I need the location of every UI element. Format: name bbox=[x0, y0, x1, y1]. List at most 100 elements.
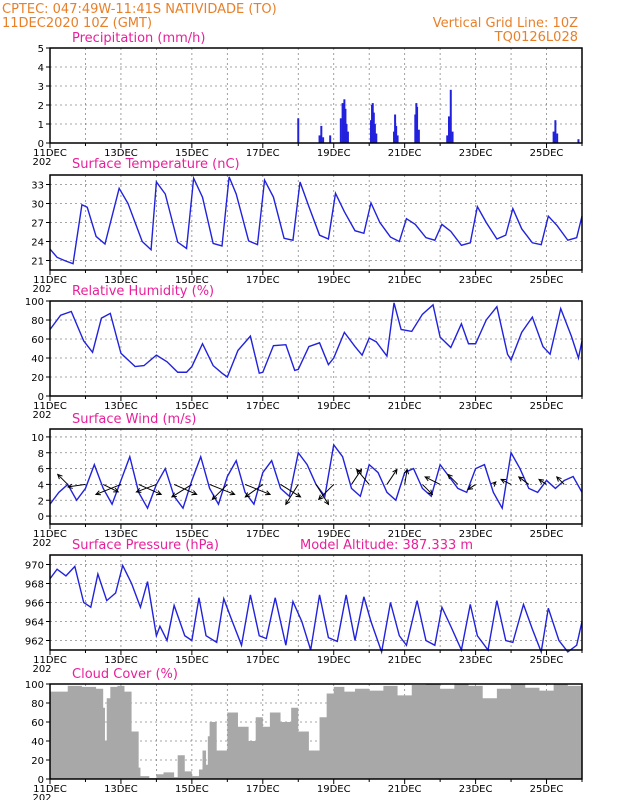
wind-arrow bbox=[211, 484, 228, 500]
temperature-xtick-label: 13DEC bbox=[104, 275, 138, 286]
wind-arrow-head bbox=[447, 473, 453, 480]
wind-arrow-head bbox=[427, 489, 434, 496]
wind-arrow-head bbox=[211, 494, 218, 501]
temperature-ytick-label: 27 bbox=[31, 219, 44, 230]
precip-bar bbox=[343, 99, 346, 143]
pressure-ytick-label: 964 bbox=[25, 618, 44, 629]
temperature-ytick-label: 30 bbox=[31, 200, 44, 211]
wind-arrow-head bbox=[285, 499, 291, 506]
wind-arrow bbox=[67, 483, 86, 488]
precip-bar bbox=[451, 131, 454, 143]
pressure-xtick-label: 23DEC bbox=[459, 655, 493, 666]
wind-arrow-head bbox=[538, 478, 545, 484]
precipitation-xtick-label: 19DEC bbox=[317, 148, 351, 159]
temperature-title: Surface Temperature (nC) bbox=[72, 157, 240, 172]
wind-ytick-label: 0 bbox=[38, 512, 44, 523]
precip-bar bbox=[417, 129, 420, 143]
temperature-xtick-label: 17DEC bbox=[246, 275, 280, 286]
precipitation-ytick-label: 2 bbox=[38, 101, 44, 112]
precip-bar bbox=[554, 120, 557, 143]
precip-bar bbox=[393, 131, 396, 143]
pressure-xtick-label: 19DEC bbox=[317, 655, 351, 666]
wind-arrow-head bbox=[500, 478, 507, 484]
pressure-subtitle: Model Altitude: 387.333 m bbox=[300, 538, 473, 553]
humidity-title: Relative Humidity (%) bbox=[72, 284, 214, 299]
pressure-ytick-label: 966 bbox=[25, 599, 44, 610]
wind-arrow-head bbox=[56, 473, 63, 480]
wind-xtick-label: 23DEC bbox=[459, 529, 493, 540]
precip-bar bbox=[341, 103, 344, 143]
wind-xtick-label: 11DEC bbox=[33, 529, 67, 540]
precipitation-xtick-label: 11DEC bbox=[33, 148, 67, 159]
precip-bar bbox=[375, 133, 378, 143]
precip-bar bbox=[297, 118, 300, 143]
temperature-xtick-label: 25DEC bbox=[530, 275, 564, 286]
header-model-code: TQ0126L028 bbox=[494, 30, 578, 45]
cloud-cover-xtick-label: 19DEC bbox=[317, 784, 351, 795]
temperature-xtick-label: 23DEC bbox=[459, 275, 493, 286]
cloud-cover-xtick-label: 23DEC bbox=[459, 784, 493, 795]
humidity-ytick-label: 20 bbox=[31, 373, 44, 384]
precip-bar bbox=[322, 137, 325, 143]
wind-arrow bbox=[57, 474, 69, 485]
temperature-ytick-label: 24 bbox=[31, 238, 44, 249]
wind-arrow-head bbox=[229, 490, 236, 496]
precipitation-xtick-label: 21DEC bbox=[388, 148, 422, 159]
precip-bar bbox=[346, 131, 349, 143]
temperature-xtick-label: 11DEC bbox=[33, 275, 67, 286]
cloud-cover-ytick-label: 100 bbox=[25, 680, 44, 691]
humidity-xtick-label: 19DEC bbox=[317, 401, 351, 412]
wind-plot-area bbox=[50, 429, 582, 524]
pressure-ytick-label: 962 bbox=[25, 637, 44, 648]
pressure-xtick-label: 17DEC bbox=[246, 655, 280, 666]
cloud-cover-frame bbox=[49, 683, 583, 780]
humidity-xtick-label: 23DEC bbox=[459, 401, 493, 412]
humidity-ytick-label: 0 bbox=[38, 392, 44, 403]
cloud-cover-title: Cloud Cover (%) bbox=[72, 667, 178, 682]
wind-arrow bbox=[95, 483, 122, 495]
cloud-cover-xtick-label: 15DEC bbox=[175, 784, 209, 795]
cloud-cover-year-stub: 202 bbox=[32, 793, 51, 800]
humidity-ytick-label: 60 bbox=[31, 335, 44, 346]
wind-arrow-head bbox=[355, 468, 362, 475]
pressure-series-line bbox=[49, 563, 583, 655]
wind-arrow-head bbox=[191, 490, 198, 496]
precip-bar bbox=[448, 116, 450, 143]
temperature-xtick-label: 15DEC bbox=[175, 275, 209, 286]
wind-arrow bbox=[422, 484, 433, 495]
wind-arrow bbox=[318, 484, 335, 500]
precipitation-plot-area bbox=[50, 48, 582, 143]
cloud-cover-ytick-label: 40 bbox=[31, 737, 44, 748]
wind-arrow bbox=[356, 469, 370, 485]
cloud-cover-xtick-label: 13DEC bbox=[104, 784, 138, 795]
wind-arrow bbox=[500, 478, 512, 485]
precipitation-xtick-label: 13DEC bbox=[104, 148, 138, 159]
cloud-cover-xtick-label: 11DEC bbox=[33, 784, 67, 795]
precipitation-title: Precipitation (mm/h) bbox=[72, 31, 205, 46]
precip-bar bbox=[552, 131, 555, 143]
wind-arrow bbox=[136, 483, 157, 493]
precip-bar bbox=[446, 135, 449, 143]
pressure-xtick-label: 15DEC bbox=[175, 655, 209, 666]
wind-ytick-label: 8 bbox=[38, 449, 44, 460]
header-station-line: CPTEC: 047:49W-11:41S NATIVIDADE (TO) bbox=[2, 2, 277, 17]
temperature-series-line bbox=[49, 175, 583, 265]
temperature-ytick-label: 33 bbox=[31, 181, 44, 192]
precip-bar bbox=[372, 112, 375, 143]
precip-bar bbox=[416, 106, 419, 143]
wind-arrow-head bbox=[244, 492, 251, 498]
precip-bar bbox=[318, 135, 321, 143]
header-grid-line-note: Vertical Grid Line: 10Z bbox=[433, 16, 578, 31]
pressure-year-stub: 202 bbox=[32, 664, 51, 675]
cloud-cover-xtick-label: 21DEC bbox=[388, 784, 422, 795]
humidity-ytick-label: 40 bbox=[31, 354, 44, 365]
cloud-cover-ytick-label: 20 bbox=[31, 756, 44, 767]
precip-bar bbox=[414, 114, 417, 143]
wind-arrow-head bbox=[66, 483, 73, 489]
humidity-ytick-label: 100 bbox=[25, 297, 44, 308]
wind-arrow bbox=[315, 484, 329, 505]
wind-arrow bbox=[173, 483, 197, 495]
humidity-ytick-label: 80 bbox=[31, 316, 44, 327]
wind-arrow bbox=[245, 484, 264, 498]
